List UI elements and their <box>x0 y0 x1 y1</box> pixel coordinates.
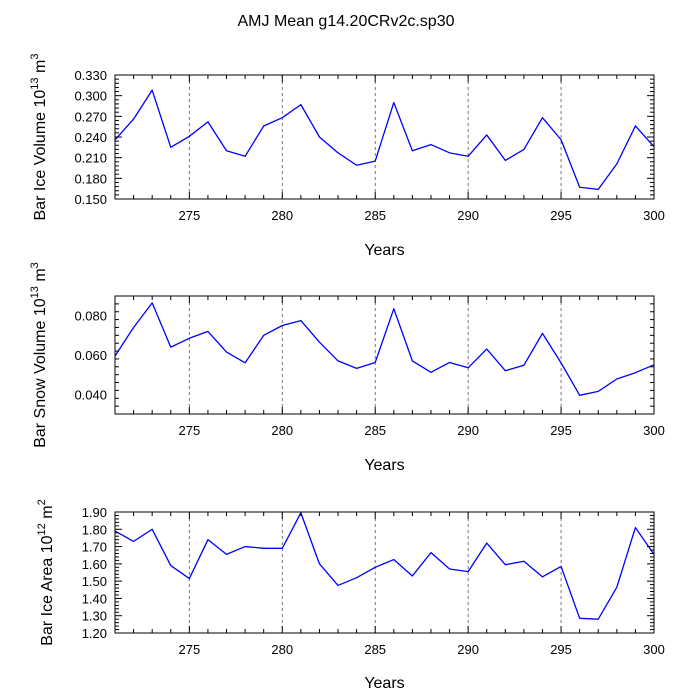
x-tick-label: 285 <box>364 423 386 438</box>
x-tick-label: 300 <box>643 423 665 438</box>
y-tick-label: 1.20 <box>82 626 107 641</box>
y-axis-label-text: Bar Snow Volume 10 <box>32 298 49 448</box>
x-tick-label: 280 <box>271 208 293 223</box>
x-tick-label: 275 <box>178 642 200 657</box>
y-tick-label: 0.060 <box>74 348 107 363</box>
y-tick-label: 0.080 <box>74 309 107 324</box>
y-axis-label-unit: m <box>32 60 49 78</box>
y-tick-label: 0.330 <box>74 68 107 83</box>
y-tick-label: 1.50 <box>82 574 107 589</box>
x-tick-label: 285 <box>364 208 386 223</box>
y-axis-label: Bar Snow Volume 1013 m3 <box>29 262 49 448</box>
x-tick-label: 290 <box>457 423 479 438</box>
x-tick-label: 300 <box>643 208 665 223</box>
y-axis-label: Bar Ice Volume 1013 m3 <box>29 54 49 221</box>
y-tick-label: 1.60 <box>82 557 107 572</box>
x-tick-label: 275 <box>178 423 200 438</box>
chart-panel-1: 275 280 285 290 295 300 0.150 0.180 0.210 0.240 0.… <box>29 54 665 259</box>
x-tick-label: 280 <box>271 423 293 438</box>
x-tick-label: 295 <box>550 423 572 438</box>
x-tick-label: 295 <box>550 642 572 657</box>
figure-title: AMJ Mean g14.20CRv2c.sp30 <box>238 13 455 30</box>
y-axis-label-text: Bar Ice Volume 10 <box>32 90 49 221</box>
y-tick-label: 0.240 <box>74 130 107 145</box>
x-tick-label: 280 <box>271 642 293 657</box>
y-tick-label: 0.270 <box>74 109 107 124</box>
y-tick-label: 0.180 <box>74 171 107 186</box>
x-tick-label: 285 <box>364 642 386 657</box>
x-tick-label: 300 <box>643 642 665 657</box>
y-tick-label: 1.80 <box>82 522 107 537</box>
x-tick-label: 290 <box>457 208 479 223</box>
y-axis-label-unit-exponent: 3 <box>29 262 41 268</box>
y-axis-label-unit-exponent: 2 <box>36 499 48 505</box>
y-axis-label-unit-exponent: 3 <box>29 54 41 60</box>
y-tick-label: 0.040 <box>74 387 107 402</box>
y-axis-label: Bar Ice Area 1012 m2 <box>36 499 56 645</box>
x-axis-label: Years <box>364 675 404 692</box>
x-axis-label: Years <box>364 457 404 474</box>
y-tick-label: 0.300 <box>74 89 107 104</box>
data-series-line <box>114 302 655 396</box>
y-axis-label-unit: m <box>32 268 49 286</box>
y-tick-label: 0.150 <box>74 192 107 207</box>
y-axis-label-exponent: 13 <box>29 77 41 89</box>
x-tick-label: 290 <box>457 642 479 657</box>
chart-panel-2: 275 280 285 290 295 300 0.040 0.060 0.080 Years Ba… <box>29 262 665 474</box>
y-axis-label-text: Bar Ice Area 10 <box>39 535 56 645</box>
y-tick-label: 1.70 <box>82 540 107 555</box>
plot-frame <box>114 295 655 415</box>
y-axis-label-unit: m <box>39 505 56 523</box>
y-tick-label: 1.30 <box>82 609 107 624</box>
panels: 275 280 285 290 295 300 0.150 0.180 0.210 0.240 0.… <box>29 54 665 692</box>
y-axis-label-exponent: 13 <box>29 286 41 298</box>
data-series-line <box>114 512 655 620</box>
y-tick-label: 0.210 <box>74 151 107 166</box>
x-axis-label: Years <box>364 242 404 259</box>
plot-frame <box>114 74 655 200</box>
y-tick-label: 1.90 <box>82 505 107 520</box>
chart-panel-3: 275 280 285 290 295 300 1.20 1.30 1.40 1.50 1.60 1.… <box>36 499 665 692</box>
data-series-line <box>114 89 655 191</box>
y-tick-label: 1.40 <box>82 591 107 606</box>
x-tick-label: 295 <box>550 208 572 223</box>
plot-frame <box>114 511 655 634</box>
y-axis-label-exponent: 12 <box>36 523 48 535</box>
x-tick-label: 275 <box>178 208 200 223</box>
